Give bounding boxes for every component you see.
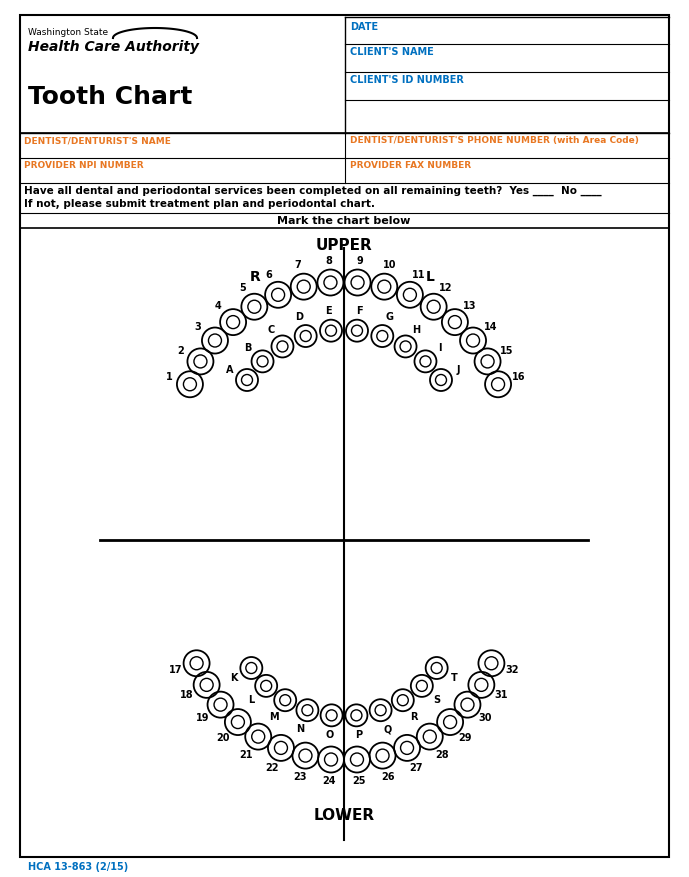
Text: 29: 29 — [458, 733, 472, 743]
Text: 32: 32 — [506, 665, 519, 675]
Text: Health Care Authority: Health Care Authority — [28, 40, 199, 54]
Text: 18: 18 — [181, 690, 194, 700]
Text: 11: 11 — [412, 270, 426, 280]
Text: 25: 25 — [352, 776, 366, 787]
Text: J: J — [457, 365, 460, 375]
Text: 19: 19 — [196, 713, 209, 723]
Text: C: C — [268, 324, 275, 335]
Text: 1: 1 — [165, 373, 172, 382]
Text: O: O — [325, 731, 333, 740]
Text: 9: 9 — [356, 255, 363, 266]
Text: Q: Q — [383, 724, 391, 734]
Text: 8: 8 — [325, 255, 332, 266]
Text: 2: 2 — [178, 346, 185, 356]
Text: R: R — [249, 270, 260, 284]
Text: If not, please submit treatment plan and periodontal chart.: If not, please submit treatment plan and… — [24, 199, 375, 209]
Text: G: G — [385, 312, 393, 322]
Text: Have all dental and periodontal services been completed on all remaining teeth? : Have all dental and periodontal services… — [24, 186, 601, 196]
Text: 17: 17 — [169, 665, 183, 675]
Text: 24: 24 — [322, 776, 336, 787]
Text: DATE: DATE — [350, 22, 378, 32]
Text: R: R — [410, 712, 418, 722]
Text: HCA 13-863 (2/15): HCA 13-863 (2/15) — [28, 862, 128, 872]
Text: M: M — [269, 712, 279, 722]
Text: 30: 30 — [478, 713, 492, 723]
Text: I: I — [438, 343, 442, 353]
Text: UPPER: UPPER — [316, 238, 372, 253]
Text: CLIENT'S NAME: CLIENT'S NAME — [350, 47, 434, 57]
Text: N: N — [296, 724, 305, 734]
Text: 10: 10 — [383, 260, 396, 270]
Text: CLIENT'S ID NUMBER: CLIENT'S ID NUMBER — [350, 75, 464, 85]
Text: 21: 21 — [239, 750, 253, 760]
Text: PROVIDER NPI NUMBER: PROVIDER NPI NUMBER — [24, 161, 143, 170]
Text: 5: 5 — [239, 283, 245, 294]
Text: B: B — [245, 343, 251, 353]
Text: P: P — [356, 731, 362, 740]
Text: 14: 14 — [484, 322, 497, 332]
Text: 27: 27 — [409, 763, 423, 773]
Text: 4: 4 — [215, 301, 221, 311]
Text: 20: 20 — [216, 733, 229, 743]
Text: LOWER: LOWER — [313, 808, 375, 823]
Text: 12: 12 — [439, 283, 453, 294]
Text: 6: 6 — [266, 270, 273, 280]
Text: A: A — [226, 365, 234, 375]
Text: L: L — [249, 695, 255, 704]
Text: DENTIST/DENTURIST'S PHONE NUMBER (with Area Code): DENTIST/DENTURIST'S PHONE NUMBER (with A… — [350, 136, 639, 145]
Text: 22: 22 — [265, 763, 279, 773]
Text: 16: 16 — [512, 373, 526, 382]
Text: H: H — [413, 324, 420, 335]
Text: DENTIST/DENTURIST'S NAME: DENTIST/DENTURIST'S NAME — [24, 136, 171, 145]
Text: 3: 3 — [194, 322, 200, 332]
Text: S: S — [433, 695, 440, 704]
Text: 26: 26 — [381, 772, 395, 782]
Text: 13: 13 — [463, 301, 477, 311]
Text: L: L — [426, 270, 435, 284]
Text: D: D — [295, 312, 303, 322]
Text: F: F — [356, 306, 362, 316]
Text: Tooth Chart: Tooth Chart — [28, 85, 192, 109]
Text: 31: 31 — [494, 690, 508, 700]
Text: E: E — [325, 306, 332, 316]
Text: PROVIDER FAX NUMBER: PROVIDER FAX NUMBER — [350, 161, 471, 170]
Text: 15: 15 — [500, 346, 514, 356]
Text: 23: 23 — [294, 772, 307, 782]
Text: Washington State: Washington State — [28, 28, 108, 37]
Text: 7: 7 — [295, 260, 302, 270]
Text: K: K — [230, 673, 238, 683]
Text: 28: 28 — [435, 750, 449, 760]
Text: Mark the chart below: Mark the chart below — [277, 216, 411, 226]
Text: T: T — [451, 673, 457, 683]
